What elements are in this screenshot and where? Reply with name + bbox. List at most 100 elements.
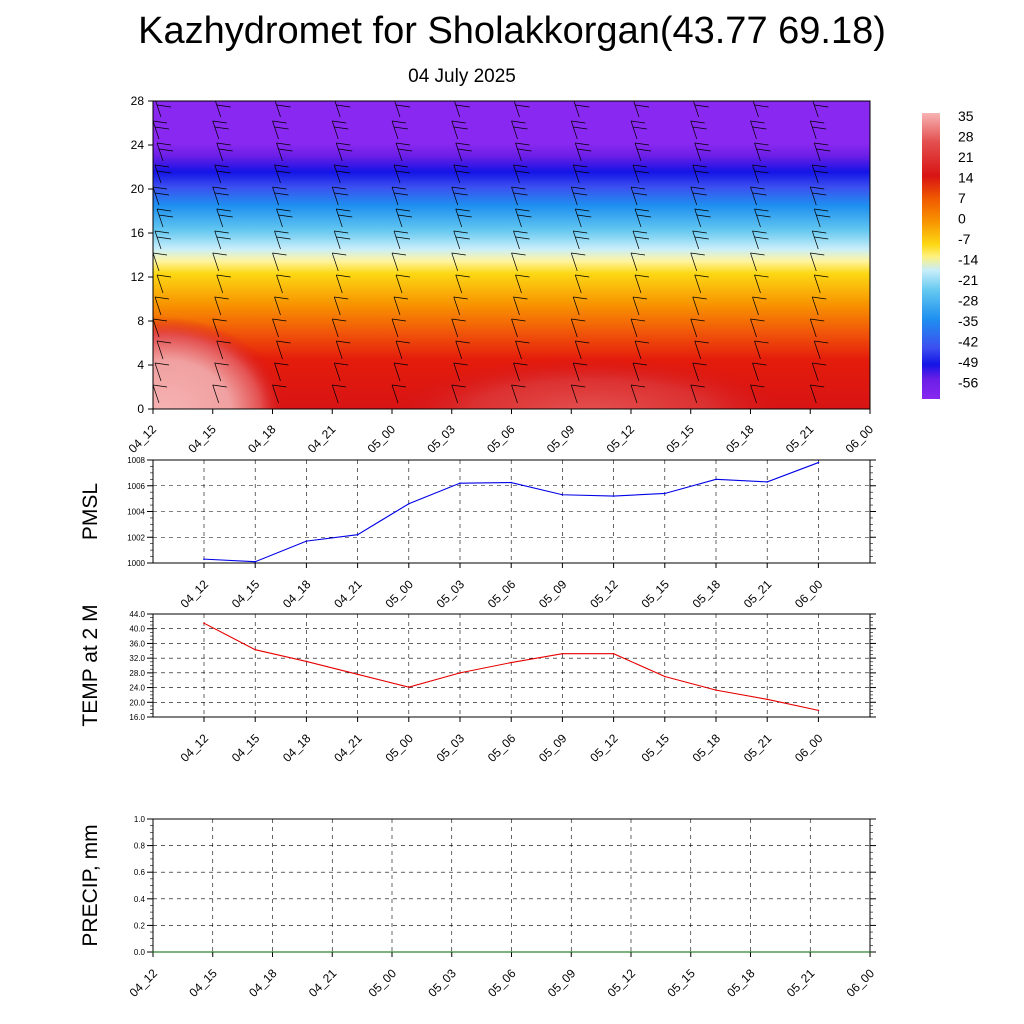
wind-barb-feather [812,164,827,168]
wind-barb-feather [158,148,174,152]
wind-barb-staff [574,340,582,360]
wind-barb-staff [574,274,582,294]
wind-barb-feather [812,296,827,300]
wind-barb-feather [334,164,349,168]
wind-barb-staff [630,186,638,206]
y-tick-label: 1002 [127,533,145,542]
wind-barb-feather [692,296,707,300]
wind-barb-feather [156,170,172,174]
wind-barb-feather [634,236,650,240]
wind-barb-staff [812,101,819,118]
wind-barb-feather [276,142,291,146]
wind-barb-feather [810,252,825,256]
y-tick-label: 16.0 [129,713,145,722]
wind-barb-staff [272,384,279,404]
wind-barb-feather [814,236,829,240]
wind-barb-feather [334,230,349,234]
wind-barb-feather [571,318,586,322]
wind-barb-feather [630,318,646,322]
y-tick-label: 20 [131,182,145,196]
wind-barb-feather [272,120,287,124]
wind-barb-feather [212,252,227,256]
wind-barb-staff [572,230,580,250]
wind-barb-staff [156,208,164,228]
wind-barb-feather [212,318,227,322]
wind-barb-feather [634,142,650,146]
x-tick-label: 04_21 [305,422,339,456]
wind-barb-staff [869,385,870,387]
wind-barb-feather [276,236,291,240]
wind-barb-feather [810,384,825,388]
x-tick-label: 05_03 [424,422,458,456]
wind-barb-feather [154,164,170,168]
y-tick-label: 24 [131,138,145,152]
wind-barb-staff [872,165,878,183]
wind-barb-staff [451,252,459,272]
wind-barb-feather [816,214,831,218]
wind-barb-feather [752,164,767,168]
wind-barb-staff [272,186,279,206]
wind-barb-feather [756,148,771,152]
wind-barb-feather [869,187,870,188]
wind-barb-feather [395,236,411,240]
wind-barb-staff [153,252,160,272]
wind-barb-feather [513,164,528,168]
wind-barb-feather [451,186,466,190]
wind-barb-staff [690,120,698,140]
wind-barb-staff [453,230,461,250]
wind-barb-feather [632,164,648,168]
wind-barb-staff [154,230,162,250]
wind-barb-staff [513,362,520,382]
wind-barb-staff [455,274,463,294]
data-point [450,951,453,953]
x-tick-label: 05_06 [485,966,519,1000]
wind-barb-staff [750,384,757,404]
wind-barb-staff [869,319,870,321]
wind-barb-staff [333,362,341,382]
x-tick-label: 05_00 [365,422,399,456]
data-point [459,672,461,674]
wind-barb-staff [872,363,878,381]
wind-barb-feather [814,274,829,278]
wind-barb-feather [274,230,289,234]
wind-barb-staff [511,186,518,206]
wind-barb-feather [515,142,530,146]
x-tick-label: 04_15 [186,966,220,1000]
wind-barb-feather [214,192,229,196]
data-point [664,492,666,495]
wind-barb-staff [212,384,220,404]
wind-barb-staff [335,274,343,294]
wind-barb-feather [515,170,530,174]
wind-barb-feather [750,120,765,124]
wind-barb-staff [573,101,580,118]
wind-barb-staff [391,252,399,272]
wind-barb-staff [692,296,700,316]
wind-barb-staff [331,252,339,272]
wind-barb-feather [393,164,409,168]
wind-barb-staff [214,362,222,382]
wind-barb-staff [750,120,757,140]
data-point [152,951,154,953]
wind-barb-feather [750,384,765,388]
wind-barb-staff [393,296,401,316]
wind-barb-feather [453,362,468,366]
wind-barb-feather [395,340,411,344]
wind-barb-staff [391,120,399,140]
wind-barb-feather [216,340,231,344]
wind-barb-feather [455,104,470,108]
wind-barb-staff [634,208,642,228]
wind-barb-staff [632,230,640,250]
wind-barb-staff [451,318,459,338]
wind-barb-feather [573,164,588,168]
wind-barb-staff [809,120,817,140]
wind-barb-staff [874,143,880,161]
wind-barb-feather [391,120,407,124]
x-tick-label: 05_21 [783,422,817,456]
wind-barb-feather [338,214,353,218]
data-point [817,461,820,464]
wind-barb-staff [809,252,817,272]
data-point [391,951,393,953]
wind-barb-staff [272,318,279,338]
wind-barb-feather [696,214,711,218]
wind-barb-feather [395,274,411,278]
